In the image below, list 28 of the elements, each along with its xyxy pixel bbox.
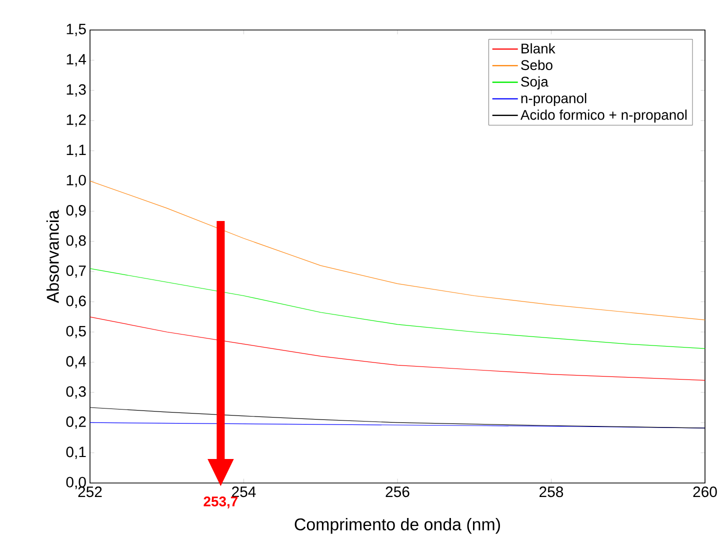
line-series (90, 180, 705, 320)
x-tick-label: 256 (386, 486, 410, 498)
y-tick-label: 0,1 (66, 446, 86, 459)
legend-label: n-propanol (521, 93, 586, 106)
x-tick-label: 254 (232, 486, 256, 498)
y-tick-label: 1,3 (66, 84, 86, 97)
legend-label: Soja (521, 76, 548, 90)
y-axis-title: Absorvancia (46, 210, 59, 304)
legend-label: Blank (522, 43, 556, 54)
x-tick-label: 258 (540, 486, 564, 498)
ref-line-label: 253,7 (204, 496, 238, 508)
y-tick-label: 1,1 (66, 144, 86, 157)
y-tick-label: 1,2 (66, 114, 86, 127)
legend-label: Acido formico + n-propanol (520, 110, 687, 123)
y-tick-label: 0,5 (66, 326, 86, 338)
y-tick-label: 0,4 (66, 356, 86, 368)
x-axis-title: Comprimento de onda (nm) (294, 518, 500, 534)
y-tick-label: 0,8 (66, 235, 86, 248)
y-tick-label: 0,9 (66, 205, 86, 218)
y-tick-label: 0,3 (66, 386, 86, 399)
y-tick-label: 1,0 (66, 174, 86, 188)
y-tick-label: 1,4 (66, 54, 86, 66)
y-tick-label: 0,6 (66, 296, 86, 308)
x-tick-label: 260 (693, 486, 717, 498)
y-tick-label: 0,2 (66, 416, 86, 429)
legend-label: Sebo (521, 60, 552, 70)
y-tick-label: 1,5 (66, 24, 86, 36)
y-tick-label: 0,7 (66, 265, 86, 278)
